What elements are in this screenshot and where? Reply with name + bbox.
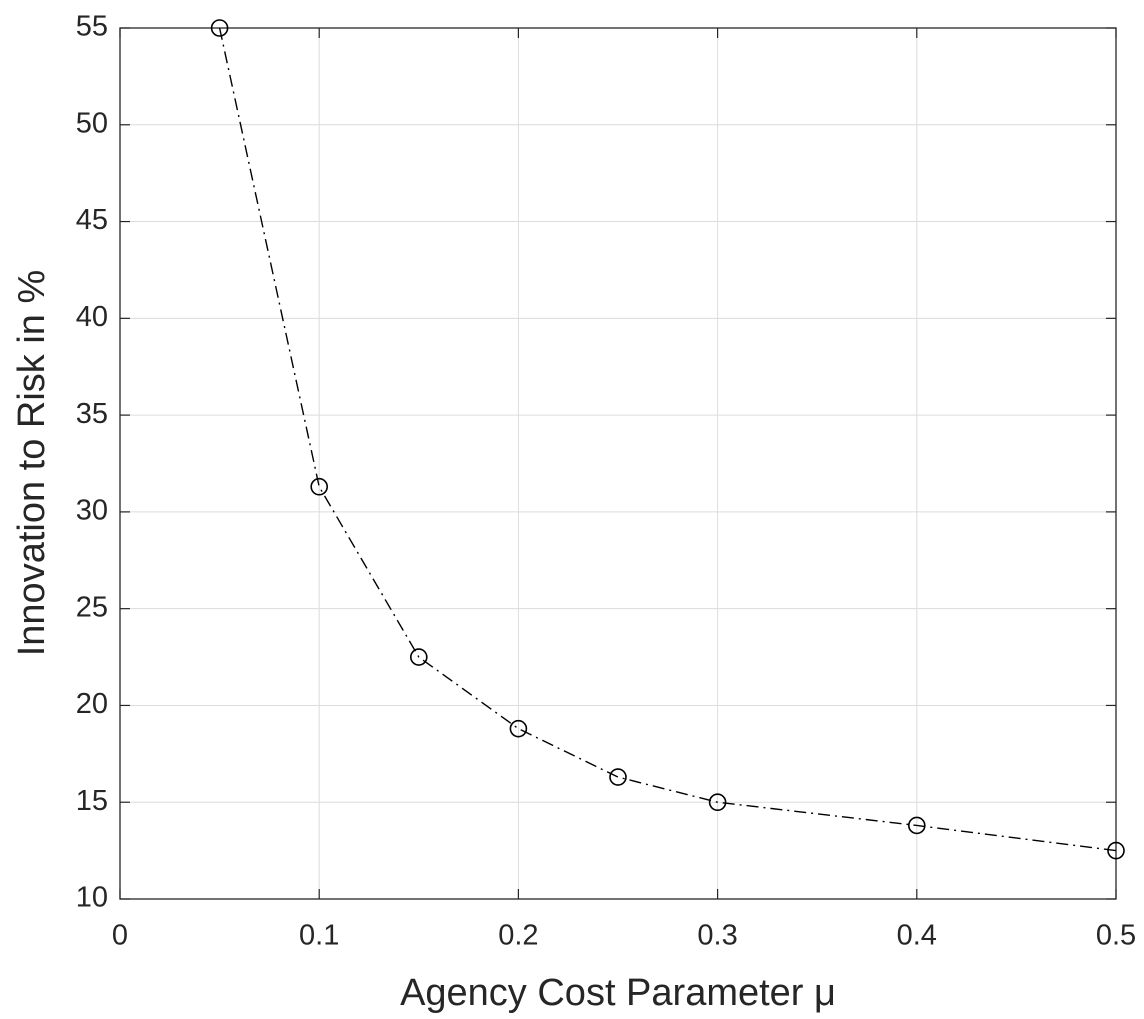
marker: [509, 719, 528, 738]
x-tick-label: 0: [112, 920, 128, 952]
marker: [1107, 841, 1125, 860]
marker: [907, 816, 926, 835]
x-axis-label: Agency Cost Parameter μ: [400, 972, 836, 1014]
y-tick-label: 45: [76, 204, 108, 236]
y-tick-label: 25: [76, 591, 108, 623]
plot-frame: [119, 27, 1117, 900]
y-tick-label: 40: [76, 301, 108, 333]
y-tick-label: 20: [76, 688, 108, 720]
marker: [708, 793, 727, 812]
x-tick-label: 0.2: [498, 920, 538, 952]
marker: [210, 19, 229, 37]
y-tick-label: 30: [76, 495, 108, 527]
x-tick-label: 0.1: [299, 920, 339, 952]
y-axis-label: Innovation to Risk in %: [11, 270, 53, 657]
y-tick-label: 50: [76, 107, 108, 139]
marker: [310, 477, 329, 496]
y-tick-label: 35: [76, 398, 108, 430]
y-tick-label: 15: [76, 785, 108, 817]
x-tick-label: 0.5: [1096, 920, 1136, 952]
series-line: [218, 27, 1117, 852]
marker: [609, 768, 627, 786]
x-tick-label: 0.4: [897, 920, 937, 952]
x-tick-label: 0.3: [697, 920, 737, 952]
y-tick-label: 55: [76, 11, 108, 43]
y-tick-label: 10: [76, 882, 108, 914]
marker: [409, 648, 428, 666]
